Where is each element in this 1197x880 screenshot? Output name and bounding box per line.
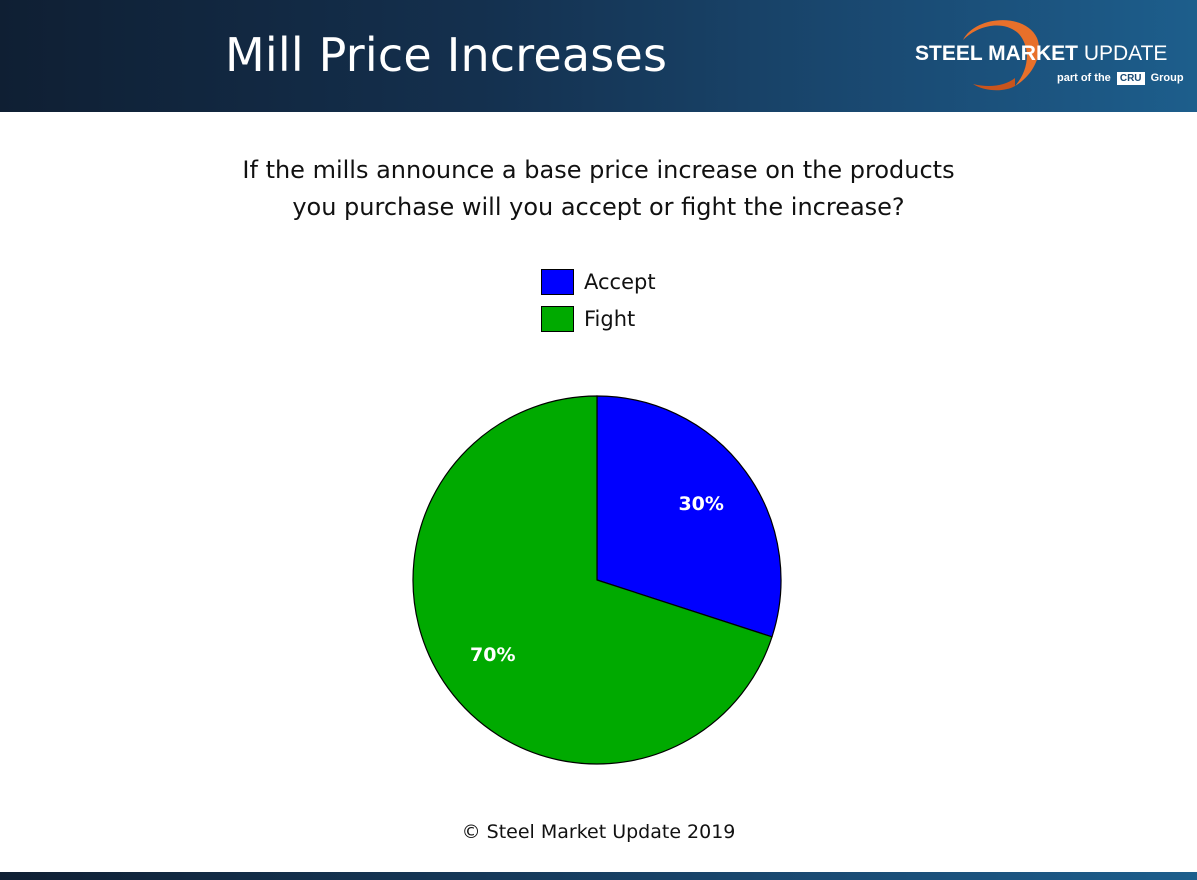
logo-wordmark: STEEL MARKET UPDATE <box>915 42 1167 66</box>
page-title: Mill Price Increases <box>225 28 668 82</box>
steel-market-update-logo: STEEL MARKET UPDATE part of the CRU Grou… <box>905 12 1190 102</box>
pie-data-label-fight: 70% <box>470 644 515 666</box>
footer-bar <box>0 872 1197 880</box>
legend-label-fight: Fight <box>584 307 636 331</box>
pie-slice-fight <box>412 395 773 765</box>
logo-swoosh-icon <box>963 20 1039 91</box>
logo-brand-bold: STEEL MARKET <box>915 42 1078 65</box>
pie-slice-accept <box>596 395 782 638</box>
logo-sub-prefix: part of the <box>1057 72 1111 84</box>
logo-subline: part of the CRU Group <box>1057 72 1184 85</box>
logo-sub-suffix: Group <box>1150 72 1184 84</box>
chart-title-line-1: If the mills announce a base price incre… <box>242 156 955 184</box>
copyright-text: © Steel Market Update 2019 <box>461 821 736 843</box>
chart-title-line-2: you purchase will you accept or fight th… <box>292 193 905 221</box>
legend-swatch-fight <box>541 306 574 332</box>
chart-title: If the mills announce a base price incre… <box>0 152 1197 226</box>
legend-swatch-accept <box>541 269 574 295</box>
header-bar: Mill Price Increases STEEL MARKET UPDATE… <box>0 0 1197 112</box>
legend-label-accept: Accept <box>584 270 656 294</box>
logo-brand-light: UPDATE <box>1083 42 1168 65</box>
pie-data-label-accept: 30% <box>678 493 723 515</box>
cru-mark: CRU <box>1116 72 1145 85</box>
